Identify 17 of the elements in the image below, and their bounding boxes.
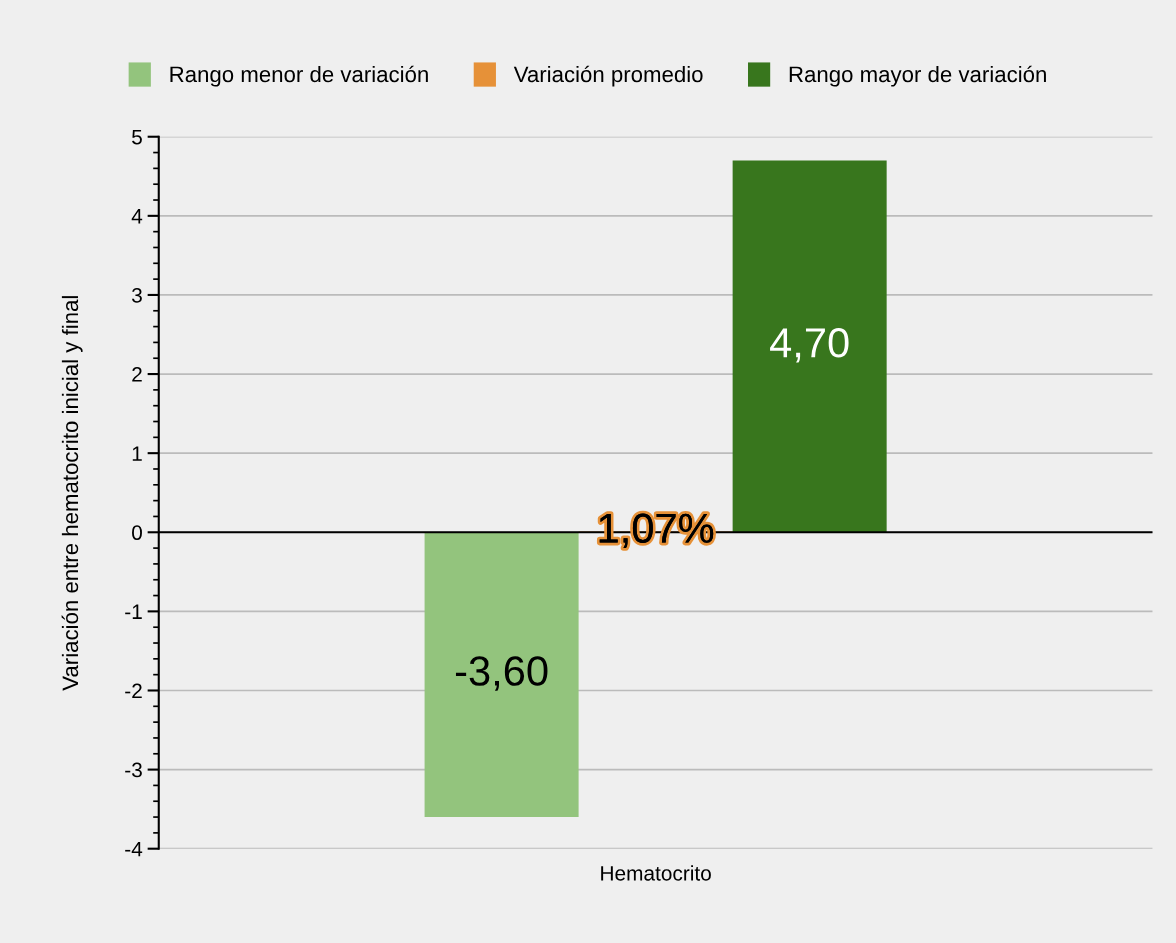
y-tick-label: 1 xyxy=(132,446,142,461)
y-tick-label: -3 xyxy=(125,762,142,778)
y-tick-label: 4 xyxy=(131,209,143,224)
y-tick-label: -4 xyxy=(125,841,143,857)
y-axis-title: Variación entre hematocrito inicial y final xyxy=(61,296,83,691)
y-tick-label: -2 xyxy=(125,683,142,699)
y-tick-label: 2 xyxy=(132,367,142,382)
y-tick-label: 0 xyxy=(132,525,142,541)
x-tick-label: Hematocrito xyxy=(601,865,711,881)
legend-label: Rango menor de variación xyxy=(170,65,428,87)
y-tick-label: -1 xyxy=(125,604,142,619)
legend-label: Variación promedio xyxy=(513,65,703,87)
y-tick-label: 3 xyxy=(132,287,142,303)
data-label: -3,60 xyxy=(455,656,548,691)
y-tick-label: 5 xyxy=(132,129,142,145)
data-label: 4,70 xyxy=(770,328,849,363)
legend-label: Rango mayor de variación xyxy=(789,65,1046,87)
